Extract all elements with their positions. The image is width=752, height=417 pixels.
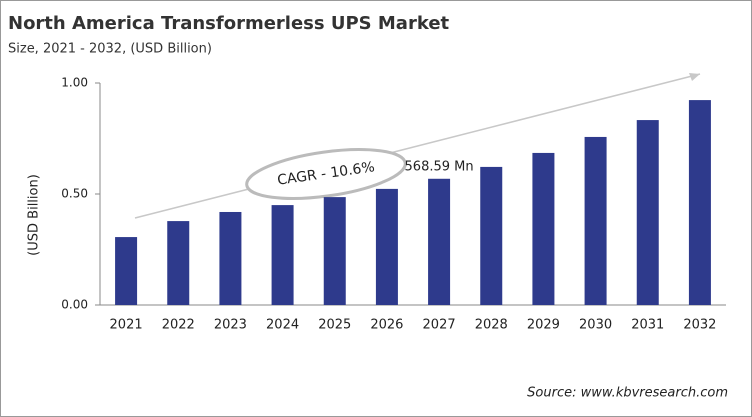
bar [271,205,294,305]
y-tick-label: 0.50 [61,187,88,201]
data-label: 568.59 Mn [405,159,474,174]
x-tick-label: 2022 [162,318,195,333]
bar [375,188,398,305]
bar [584,136,607,305]
bar [219,211,242,305]
cagr-ellipse [245,148,407,200]
bar [428,178,451,305]
x-tick-label: 2024 [266,318,299,333]
x-tick-label: 2025 [318,318,351,333]
bar [480,166,503,305]
x-tick-label: 2027 [423,318,456,333]
bar [636,120,659,305]
source: Source: www.kbvresearch.com [527,386,728,401]
x-tick-label: 2021 [110,318,143,333]
x-tick-label: 2032 [683,318,716,333]
x-tick-label: 2026 [370,318,403,333]
y-tick-label: 1.00 [61,76,88,90]
x-tick-label: 2031 [631,318,664,333]
x-tick-label: 2028 [475,318,508,333]
trend-arrow [134,73,701,219]
chart-subtitle: Size, 2021 - 2032, (USD Billion) [8,42,212,57]
bar [532,152,555,305]
bar [688,100,711,306]
y-axis-label: (USD Billion) [27,174,42,256]
x-tick-label: 2030 [579,318,612,333]
bar [167,221,190,305]
y-tick-label: 0.00 [61,298,88,312]
bar [115,237,138,305]
bar [323,197,346,305]
arrow-head [689,73,700,81]
chart-title: North America Transformerless UPS Market [8,13,450,34]
x-tick-label: 2029 [527,318,560,333]
x-tick-label: 2023 [214,318,247,333]
